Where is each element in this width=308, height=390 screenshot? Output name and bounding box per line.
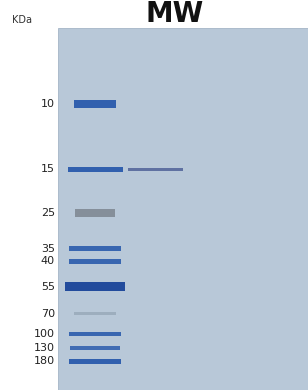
Text: 40: 40 xyxy=(41,257,55,266)
Bar xyxy=(74,100,116,108)
Text: 35: 35 xyxy=(41,244,55,254)
Text: 15: 15 xyxy=(41,164,55,174)
Text: 70: 70 xyxy=(41,309,55,319)
Bar xyxy=(69,246,121,251)
Bar xyxy=(67,167,123,172)
Bar xyxy=(74,312,116,316)
Text: MW: MW xyxy=(146,0,204,28)
Bar xyxy=(70,346,120,350)
Bar xyxy=(65,282,125,291)
Text: 100: 100 xyxy=(34,329,55,339)
Bar xyxy=(69,332,121,336)
Bar xyxy=(69,358,121,363)
Bar xyxy=(58,28,308,390)
Text: 130: 130 xyxy=(34,343,55,353)
Text: KDa: KDa xyxy=(12,15,32,25)
Bar xyxy=(75,209,115,216)
Bar xyxy=(69,259,121,264)
Bar xyxy=(128,168,183,171)
Text: 25: 25 xyxy=(41,207,55,218)
Text: 180: 180 xyxy=(34,356,55,366)
Text: 55: 55 xyxy=(41,282,55,292)
Text: 10: 10 xyxy=(41,99,55,109)
